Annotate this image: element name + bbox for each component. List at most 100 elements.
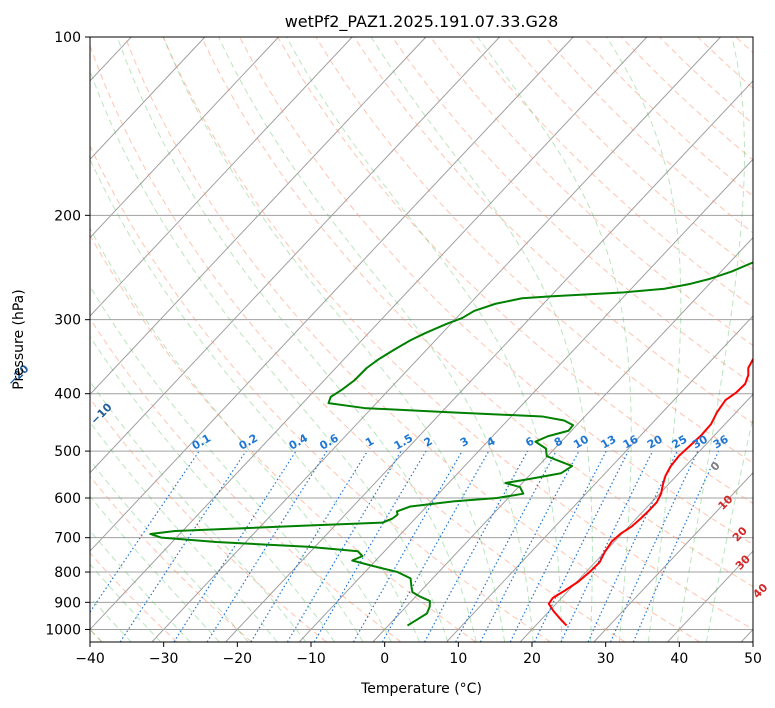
moist-adiabat-line: [90, 285, 364, 642]
temperature-profile-line: [547, 357, 753, 627]
y-tick-label: 800: [54, 565, 81, 581]
x-tick-label: 40: [670, 651, 688, 667]
y-tick-label: 400: [54, 387, 81, 403]
mixing-ratio-line: [173, 450, 297, 642]
moist-adiabat-line: [90, 69, 449, 642]
mixing-ratio-line: [533, 450, 629, 642]
dry-adiabat-line: [239, 37, 753, 546]
dry-adiabat-line: [90, 475, 253, 642]
mixing-ratio-line: [250, 450, 368, 642]
y-axis: 100 200 300 400 500 600 700 800 900 1000: [45, 30, 90, 638]
isotherm-line: [90, 37, 279, 239]
isotherm-line: [519, 393, 753, 642]
dry-adiabat-line: [430, 37, 753, 347]
mixing-ratio-label: 3: [458, 435, 471, 450]
mixing-ratio-label: 0.1: [190, 432, 213, 453]
mixing-ratio-label: 8: [552, 435, 565, 450]
mixing-ratio-label: 4: [484, 434, 497, 449]
mixing-ratio-label: 30: [690, 432, 710, 451]
mixing-ratio-line: [90, 450, 200, 614]
dry-adiabat-line: [659, 37, 753, 125]
mixing-ratio-line: [560, 450, 654, 642]
isotherm-line: [90, 37, 574, 552]
isotherm-line: [740, 628, 753, 642]
mixing-ratio-label: 0.4: [287, 431, 311, 452]
mixing-ratio-line: [352, 450, 463, 642]
moist-adiabat-line: [90, 158, 421, 642]
y-tick-label: 1000: [45, 622, 81, 638]
moist-adiabat-line: [90, 380, 307, 642]
profile-lines: [149, 261, 753, 627]
moist-adiabat-line: [606, 37, 682, 642]
dry-adiabat-line: [162, 37, 753, 631]
y-axis-label: Pressure (hPa): [11, 289, 27, 389]
x-tick-label: 10: [449, 651, 467, 667]
line-labels: 0.10.20.40.611.52346810131620253036−100−…: [5, 362, 771, 601]
x-tick-label: −10: [296, 651, 326, 667]
chart-title: wetPf2_PAZ1.2025.191.07.33.G28: [285, 12, 559, 32]
mixing-ratio-line: [381, 450, 490, 642]
isotherm-line: [90, 37, 353, 317]
moist-adiabat-line: [477, 37, 632, 642]
mixing-ratio-label: 13: [599, 433, 619, 452]
y-tick-label: 500: [54, 444, 81, 460]
mixing-ratio-label: 0.2: [237, 432, 260, 453]
isotherm-line: [446, 315, 753, 642]
isotherm-line: [90, 37, 427, 396]
isotherm-line: [0, 37, 58, 642]
moist-adiabat-line: [90, 335, 335, 642]
moist-adiabat-line: [90, 227, 392, 642]
dry-adiabat-label: −10: [88, 400, 115, 427]
moist-adiabat-label: 0: [708, 459, 723, 474]
moist-adiabat-line: [162, 37, 506, 642]
mixing-ratio-line: [609, 450, 699, 642]
moist-adiabat-line: [676, 37, 745, 642]
y-tick-label: 300: [54, 313, 81, 329]
y-tick-label: 900: [54, 595, 81, 611]
dry-adiabat-line: [90, 317, 402, 642]
moist-adiabat-line: [705, 415, 753, 642]
dry-adiabat-line: [90, 144, 551, 642]
x-tick-label: 30: [597, 651, 615, 667]
isotherm-line: [372, 236, 753, 642]
moist-adiabat-line: [218, 37, 534, 642]
y-tick-label: 700: [54, 531, 81, 547]
isotherm-line: [90, 37, 500, 474]
dry-adiabat-line: [353, 37, 753, 424]
x-tick-label: 0: [380, 651, 389, 667]
y-tick-label: 600: [54, 491, 81, 507]
isotherm-line: [225, 80, 753, 642]
moist-adiabat-line: [90, 530, 191, 642]
dry-adiabat-line: [506, 37, 753, 271]
mixing-ratio-line: [455, 450, 557, 642]
mixing-ratio-label: 10: [571, 432, 591, 451]
mixing-ratio-label: 1: [363, 435, 376, 450]
x-tick-label: 20: [523, 651, 541, 667]
moist-adiabat-line: [286, 37, 563, 642]
dry-adiabat-line: [735, 37, 753, 54]
dry-adiabat-line: [277, 37, 753, 504]
dry-adiabat-line: [621, 37, 753, 161]
mixing-ratio-line: [313, 450, 427, 642]
isotherm-line: [151, 37, 721, 642]
isotherm-line: [90, 37, 206, 160]
plot-frame: [89, 36, 754, 643]
moist-adiabat-line: [370, 37, 593, 642]
moist-adiabat-line: [116, 37, 477, 642]
dry-adiabat-line: [90, 234, 477, 642]
dry-adiabat-line: [124, 37, 701, 642]
x-tick-label: −30: [149, 651, 179, 667]
dry-adiabat-line: [200, 37, 753, 588]
x-axis-label: Temperature (°C): [360, 681, 482, 697]
x-tick-label: −40: [75, 651, 105, 667]
isotherm-line: [593, 471, 753, 642]
dry-adiabat-line: [90, 44, 626, 642]
x-tick-label: −20: [223, 651, 253, 667]
dry-adiabat-line: [90, 552, 178, 642]
dry-adiabat-line: [315, 37, 753, 464]
y-tick-label: 200: [54, 208, 81, 224]
mixing-ratio-label: 20: [645, 432, 665, 451]
mixing-ratio-label: 2: [422, 435, 435, 450]
mixing-ratio-label: 1.5: [392, 432, 415, 453]
